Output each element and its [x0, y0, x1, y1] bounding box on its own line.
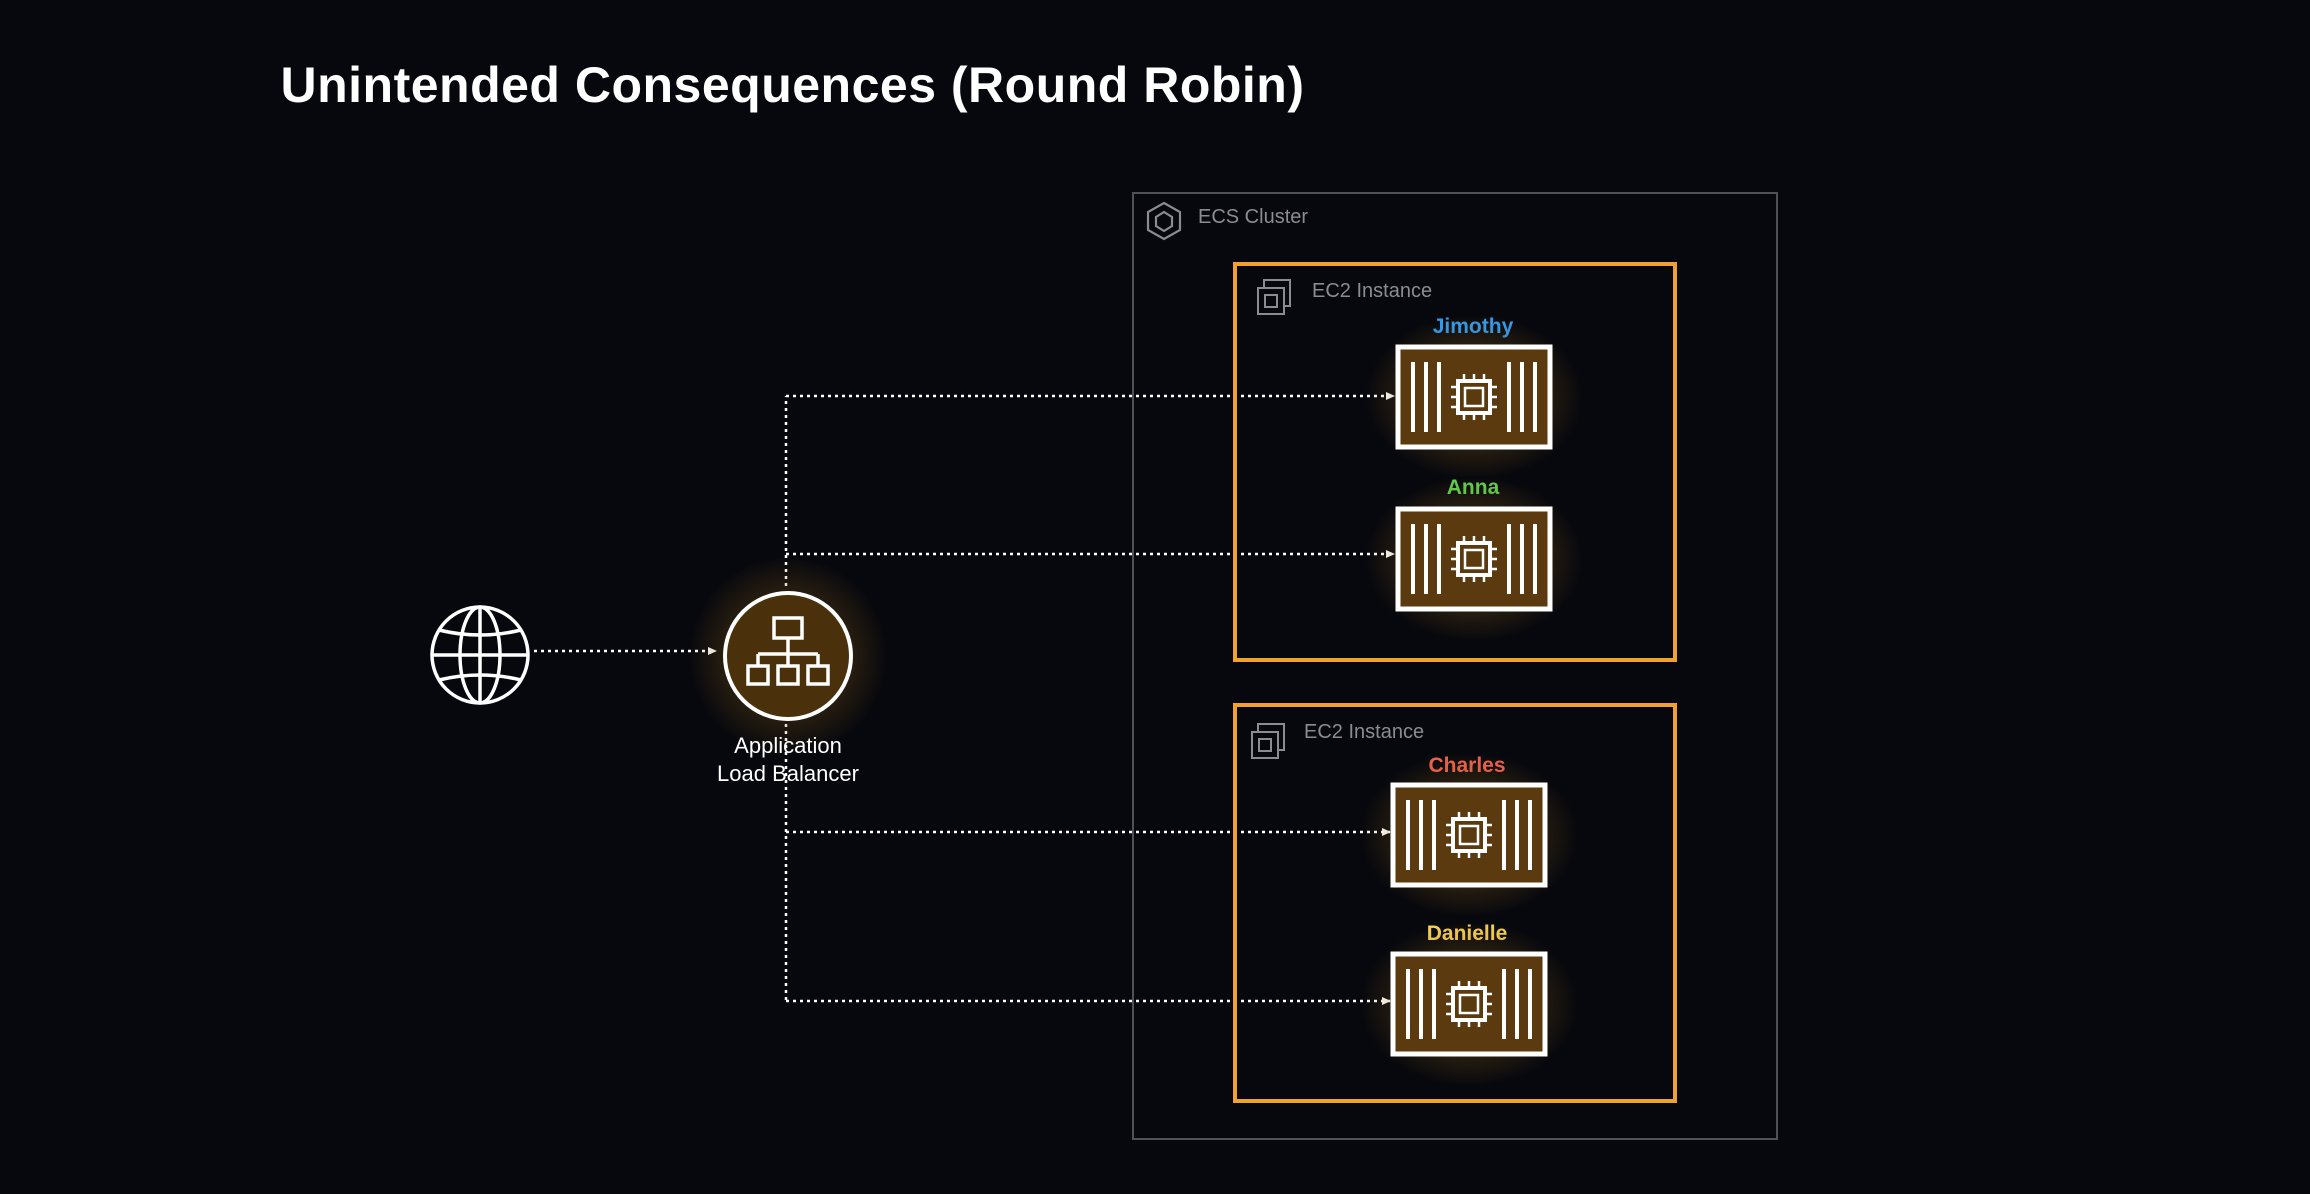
container-jimothy	[1367, 316, 1581, 478]
container-icon	[1390, 951, 1548, 1057]
load-balancer-label: Application Load Balancer	[668, 732, 908, 788]
ec2-instance-icon	[1251, 723, 1285, 759]
load-balancer-icon	[723, 591, 853, 721]
ec2-instance-icon	[1257, 279, 1291, 315]
ec2-instance-group-2	[1233, 703, 1677, 1103]
ec2-instance-label-1: EC2 Instance	[1312, 280, 1433, 302]
ec2-instance-group-1	[1233, 262, 1677, 662]
container-icon	[1395, 506, 1553, 612]
container-danielle	[1362, 923, 1576, 1085]
container-icon	[1395, 344, 1553, 450]
container-icon	[1390, 782, 1548, 888]
ec2-instance-label-2: EC2 Instance	[1304, 721, 1425, 743]
load-balancer-label-line2: Load Balancer	[717, 761, 859, 786]
application-load-balancer	[690, 558, 886, 754]
load-balancer-label-line1: Application	[734, 733, 842, 758]
ecs-cluster-label: ECS Cluster	[1198, 206, 1309, 228]
diagram-title: Unintended Consequences (Round Robin)	[280, 57, 1305, 113]
globe-icon	[430, 605, 530, 705]
container-anna	[1367, 478, 1581, 640]
cluster-icon	[1146, 201, 1182, 241]
container-charles	[1362, 754, 1576, 916]
ecs-cluster-group	[1132, 192, 1778, 1140]
